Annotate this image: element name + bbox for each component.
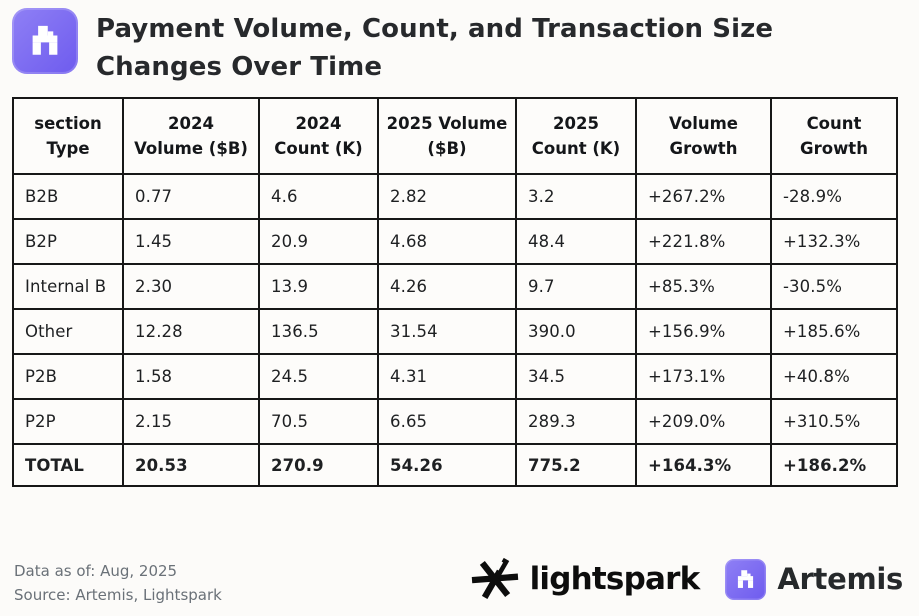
cell-2024-volume: 0.77 — [122, 173, 260, 221]
cell-2025-volume: 54.26 — [377, 443, 517, 488]
header-line: 2025 Volume — [386, 113, 508, 133]
col-header-2025-count: 2025 Count (K) — [515, 97, 637, 176]
cell-2024-volume: 1.58 — [122, 353, 260, 401]
source-label: Source: Artemis, Lightspark — [14, 586, 222, 605]
cell-2025-volume: 4.26 — [377, 263, 517, 311]
header-line: 2024 — [168, 113, 214, 133]
cell-2024-count: 270.9 — [258, 443, 379, 488]
cell-section-type: Internal B — [12, 263, 124, 311]
cell-section-type: P2B — [12, 353, 124, 401]
table-row-p2b: P2B 1.58 24.5 4.31 34.5 +173.1% +40.8% — [12, 353, 898, 401]
cell-2025-count: 48.4 — [515, 218, 637, 266]
cell-2024-count: 20.9 — [258, 218, 379, 266]
header-line: ($B) — [427, 139, 467, 159]
cell-2025-volume: 31.54 — [377, 308, 517, 356]
cell-volume-growth: +209.0% — [635, 398, 772, 446]
cell-count-growth: +40.8% — [770, 353, 898, 401]
payments-table: section Type 2024 Volume ($B) 2024 Count… — [12, 97, 898, 488]
cell-2024-volume: 20.53 — [122, 443, 260, 488]
cell-count-growth: -28.9% — [770, 173, 898, 221]
footer-meta: Data as of: Aug, 2025 Source: Artemis, L… — [14, 559, 222, 609]
cell-section-type: P2P — [12, 398, 124, 446]
cell-2025-count: 390.0 — [515, 308, 637, 356]
artemis-pixel-a-icon — [32, 25, 58, 55]
cell-count-growth: +186.2% — [770, 443, 898, 488]
col-header-2025-volume: 2025 Volume ($B) — [377, 97, 517, 176]
table-row-other: Other 12.28 136.5 31.54 390.0 +156.9% +1… — [12, 308, 898, 356]
data-as-of-label: Data as of: Aug, 2025 — [14, 561, 178, 580]
header-line: Count (K) — [531, 139, 621, 159]
cell-volume-growth: +85.3% — [635, 263, 772, 311]
header-line: section — [34, 113, 102, 133]
cell-2024-count: 136.5 — [258, 308, 379, 356]
cell-2024-count: 4.6 — [258, 173, 379, 221]
cell-volume-growth: +164.3% — [635, 443, 772, 488]
cell-count-growth: +185.6% — [770, 308, 898, 356]
artemis-logo-icon — [12, 8, 78, 74]
cell-volume-growth: +173.1% — [635, 353, 772, 401]
table-row-total: TOTAL 20.53 270.9 54.26 775.2 +164.3% +1… — [12, 443, 898, 488]
header-line: 2024 — [295, 113, 342, 133]
cell-section-type: B2B — [12, 173, 124, 221]
page-header: Payment Volume, Count, and Transaction S… — [0, 0, 919, 86]
header-line: Growth — [669, 139, 738, 159]
lightspark-wordmark: lightspark — [529, 561, 701, 597]
artemis-wordmark: Artemis — [777, 562, 903, 596]
header-line: Volume ($B) — [134, 139, 248, 159]
cell-section-type: Other — [12, 308, 124, 356]
col-header-2024-volume: 2024 Volume ($B) — [122, 97, 260, 176]
cell-2024-volume: 2.15 — [122, 398, 260, 446]
cell-volume-growth: +267.2% — [635, 173, 772, 221]
page-title: Payment Volume, Count, and Transaction S… — [96, 14, 774, 83]
cell-section-type: TOTAL — [12, 443, 124, 488]
table-row-b2p: B2P 1.45 20.9 4.68 48.4 +221.8% +132.3% — [12, 218, 898, 266]
cell-section-type: B2P — [12, 218, 124, 266]
cell-2025-count: 775.2 — [515, 443, 637, 488]
table-row-internal-b: Internal B 2.30 13.9 4.26 9.7 +85.3% -30… — [12, 263, 898, 311]
artemis-pixel-a-icon — [738, 569, 754, 588]
cell-volume-growth: +156.9% — [635, 308, 772, 356]
cell-2025-volume: 4.68 — [377, 218, 517, 266]
footer-logos: lightspark Artemis — [469, 556, 903, 608]
cell-2024-volume: 1.45 — [122, 218, 260, 266]
cell-2025-volume: 2.82 — [377, 173, 517, 221]
table-row-b2b: B2B 0.77 4.6 2.82 3.2 +267.2% -28.9% — [12, 173, 898, 221]
page-footer: Data as of: Aug, 2025 Source: Artemis, L… — [0, 556, 919, 608]
cell-2024-volume: 2.30 — [122, 263, 260, 311]
cell-2025-count: 289.3 — [515, 398, 637, 446]
header-line: Volume — [669, 113, 738, 133]
lightspark-spark-icon — [471, 557, 518, 599]
lightspark-logo: lightspark — [469, 556, 700, 602]
cell-2025-volume: 6.65 — [377, 398, 517, 446]
header-line: Count — [806, 113, 862, 133]
cell-2025-volume: 4.31 — [377, 353, 517, 401]
artemis-logo-icon-small — [725, 558, 767, 600]
header-line: 2025 — [553, 113, 599, 133]
cell-count-growth: +132.3% — [770, 218, 898, 266]
cell-count-growth: +310.5% — [770, 398, 898, 446]
header-line: Type — [46, 139, 90, 159]
col-header-section-type: section Type — [12, 97, 124, 176]
cell-count-growth: -30.5% — [770, 263, 898, 311]
data-table-container: section Type 2024 Volume ($B) 2024 Count… — [12, 97, 908, 488]
cell-volume-growth: +221.8% — [635, 218, 772, 266]
cell-2024-count: 13.9 — [258, 263, 379, 311]
cell-2025-count: 9.7 — [515, 263, 637, 311]
cell-2025-count: 34.5 — [515, 353, 637, 401]
col-header-volume-growth: Volume Growth — [635, 97, 772, 176]
cell-2025-count: 3.2 — [515, 173, 637, 221]
artemis-logo: Artemis — [725, 558, 903, 600]
table-row-p2p: P2P 2.15 70.5 6.65 289.3 +209.0% +310.5% — [12, 398, 898, 446]
header-line: Count (K) — [274, 139, 363, 159]
col-header-2024-count: 2024 Count (K) — [258, 97, 379, 176]
col-header-count-growth: Count Growth — [770, 97, 898, 176]
table-header-row: section Type 2024 Volume ($B) 2024 Count… — [12, 97, 898, 176]
cell-2024-volume: 12.28 — [122, 308, 260, 356]
cell-2024-count: 24.5 — [258, 353, 379, 401]
cell-2024-count: 70.5 — [258, 398, 379, 446]
header-line: Growth — [800, 139, 868, 159]
